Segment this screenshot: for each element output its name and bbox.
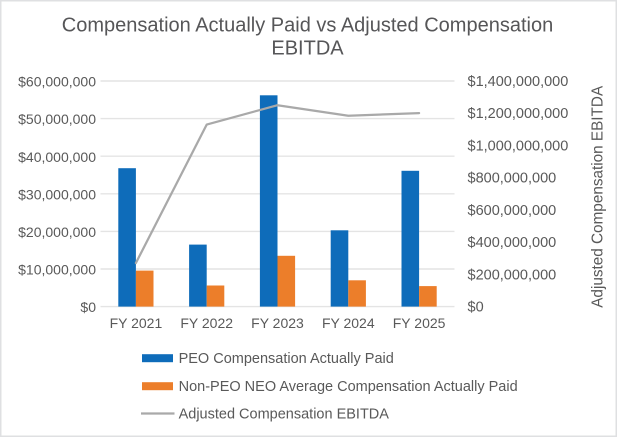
svg-text:$600,000,000: $600,000,000 <box>468 203 557 219</box>
svg-text:$200,000,000: $200,000,000 <box>468 267 557 283</box>
svg-text:FY 2024: FY 2024 <box>322 315 375 331</box>
svg-text:$1,200,000,000: $1,200,000,000 <box>468 106 569 122</box>
svg-text:Adjusted Compensation EBITDA: Adjusted Compensation EBITDA <box>179 407 390 423</box>
svg-text:$20,000,000: $20,000,000 <box>18 224 96 240</box>
svg-text:$0: $0 <box>468 300 484 316</box>
svg-text:$1,400,000,000: $1,400,000,000 <box>468 74 569 90</box>
svg-text:Non-PEO NEO Average Compensati: Non-PEO NEO Average Compensation Actuall… <box>179 379 518 395</box>
svg-text:FY 2021: FY 2021 <box>110 315 163 331</box>
svg-text:$0: $0 <box>80 299 96 315</box>
svg-text:FY 2025: FY 2025 <box>393 315 446 331</box>
svg-text:$60,000,000: $60,000,000 <box>18 74 96 90</box>
svg-text:$50,000,000: $50,000,000 <box>18 111 96 127</box>
svg-text:PEO Compensation Actually Paid: PEO Compensation Actually Paid <box>179 351 394 367</box>
svg-text:$30,000,000: $30,000,000 <box>18 186 96 202</box>
svg-text:Compensation Actually Paid vs: Compensation Actually Paid vs Adjusted C… <box>62 15 553 37</box>
svg-text:FY 2022: FY 2022 <box>180 315 233 331</box>
svg-text:$400,000,000: $400,000,000 <box>468 235 557 251</box>
svg-text:Adjusted Compensation EBITDA: Adjusted Compensation EBITDA <box>590 85 607 308</box>
svg-text:EBITDA: EBITDA <box>271 38 344 60</box>
svg-text:$40,000,000: $40,000,000 <box>18 149 96 165</box>
svg-text:$10,000,000: $10,000,000 <box>18 262 96 278</box>
svg-text:$800,000,000: $800,000,000 <box>468 171 557 187</box>
svg-text:$1,000,000,000: $1,000,000,000 <box>468 139 569 155</box>
svg-text:FY 2023: FY 2023 <box>251 315 304 331</box>
